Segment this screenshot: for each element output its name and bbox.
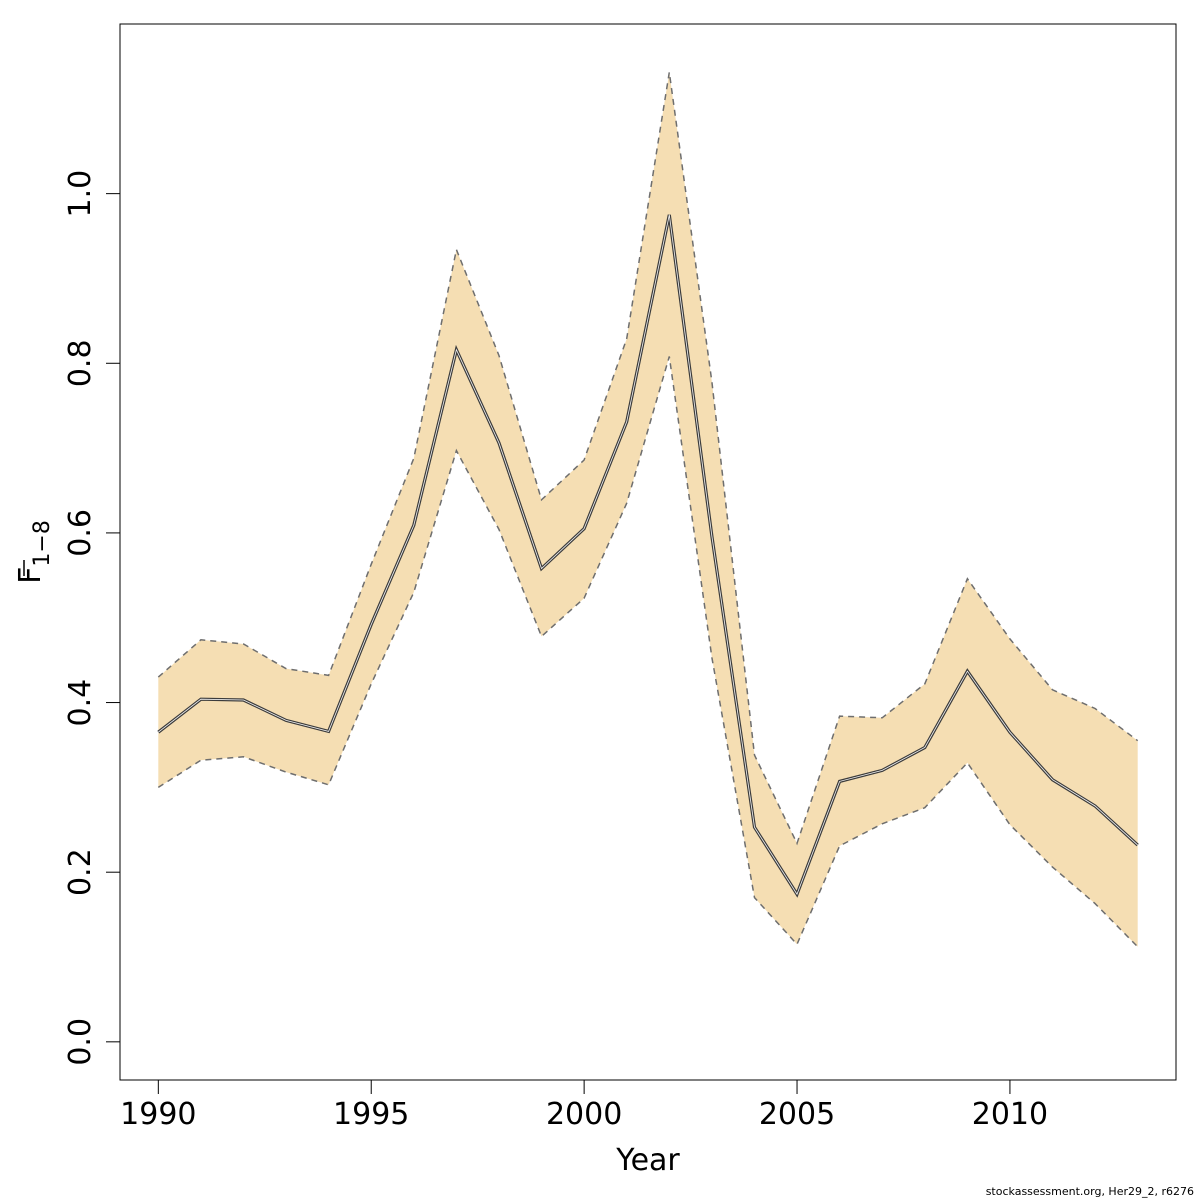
y-tick-label: 0.6	[63, 509, 98, 557]
x-axis-title: Year	[615, 1143, 680, 1178]
y-tick-label: 1.0	[63, 170, 98, 218]
y-axis-title-main: F	[13, 567, 48, 584]
confidence-band	[158, 72, 1138, 947]
y-axis: 0.0 0.2 0.4 0.6 0.8 1.0	[63, 170, 121, 1066]
y-tick-label: 0.0	[63, 1018, 98, 1066]
series-line-layer	[157, 72, 1139, 948]
plot-frame	[119, 23, 1177, 1081]
confidence-band-layer	[158, 72, 1138, 947]
x-tick-label: 2005	[759, 1097, 835, 1132]
y-axis-title-subscript: 1−8	[30, 520, 55, 566]
svg-text:F1−8: F1−8	[13, 520, 55, 584]
y-axis-title: F1−8	[13, 520, 55, 584]
x-tick-label: 2010	[972, 1097, 1048, 1132]
y-tick-label: 0.2	[63, 848, 98, 896]
estimate-line-core	[158, 214, 1138, 896]
upper-bound-line	[157, 72, 1139, 846]
x-tick-label: 2000	[546, 1097, 622, 1132]
x-axis: 1990 1995 2000 2005 2010	[120, 1079, 1048, 1132]
x-tick-label: 1990	[120, 1097, 196, 1132]
source-credit: stockassessment.org, Her29_2, r6276	[985, 1185, 1194, 1198]
lower-bound-line	[157, 356, 1139, 948]
y-tick-label: 0.4	[63, 679, 98, 727]
x-tick-label: 1995	[333, 1097, 409, 1132]
y-tick-label: 0.8	[63, 339, 98, 387]
